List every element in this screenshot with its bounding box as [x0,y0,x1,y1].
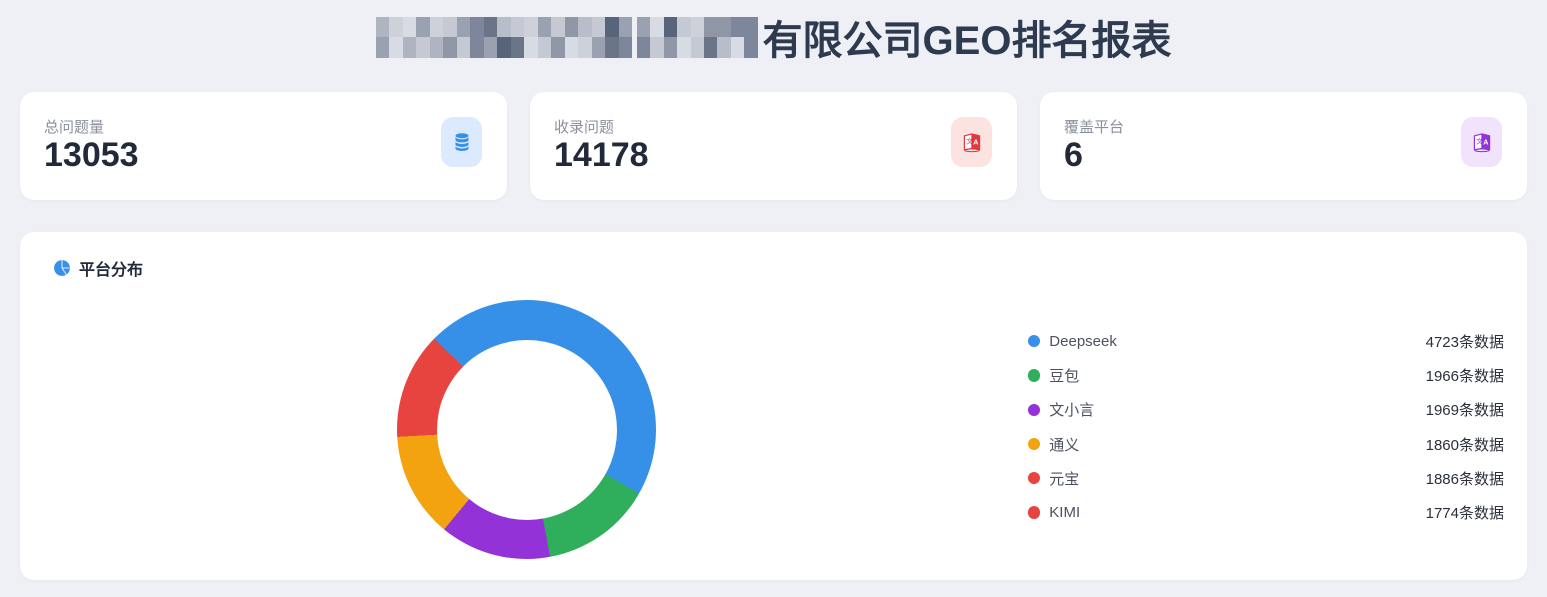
svg-text:A: A [973,138,978,146]
svg-text:文: 文 [1476,136,1483,145]
svg-text:文: 文 [966,136,973,145]
svg-text:A: A [1483,138,1488,146]
